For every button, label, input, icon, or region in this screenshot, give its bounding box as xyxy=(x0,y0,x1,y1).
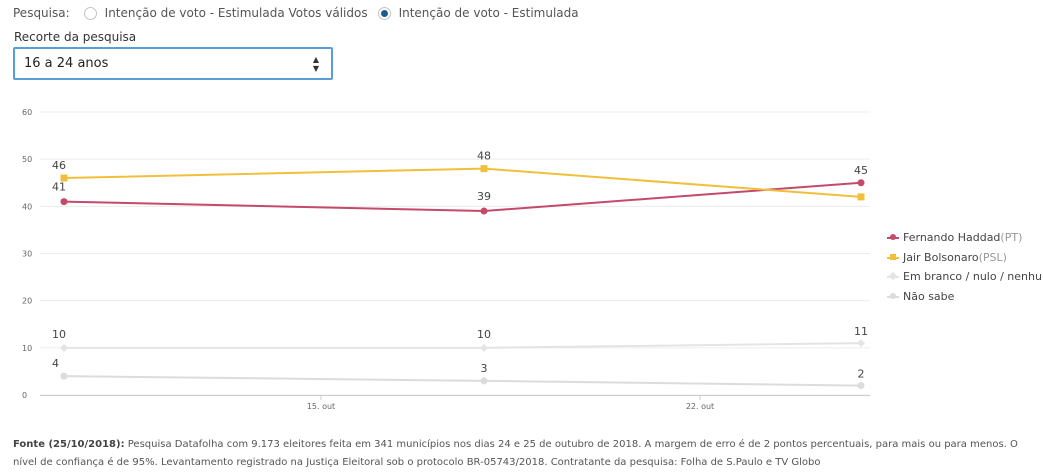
data-label: 46 xyxy=(52,159,66,172)
chart-legend: Fernando Haddad (PT) Jair Bolsonaro (PSL)… xyxy=(887,228,1043,306)
recorte-label: Recorte da pesquisa xyxy=(14,30,137,44)
legend-label: Em branco / nulo / nenhum xyxy=(903,270,1043,284)
y-tick-label: 60 xyxy=(22,108,32,117)
legend-label: Fernando Haddad xyxy=(903,231,1001,245)
footer-text: Pesquisa Datafolha com 9.173 eleitores f… xyxy=(13,439,1018,468)
select-arrows-icon: ▲ ▼ xyxy=(312,55,319,73)
legend-party: (PSL) xyxy=(978,250,1007,264)
line-chart: 0 10 20 30 40 50 60 15. out 22. out 41 39 45 46 48 10 1… xyxy=(22,108,870,411)
legend-party: (PT) xyxy=(1000,231,1023,245)
legend-item[interactable]: Jair Bolsonaro (PSL) xyxy=(887,248,1043,268)
legend-label: Não sabe xyxy=(903,289,955,303)
data-point xyxy=(60,343,68,352)
data-point xyxy=(480,343,488,352)
legend-item[interactable]: Em branco / nulo / nenhum xyxy=(887,267,1043,287)
x-tick-label: 15. out xyxy=(307,402,335,411)
legend-item[interactable]: Não sabe xyxy=(887,287,1043,307)
data-point xyxy=(60,198,68,206)
radio-votos-validos[interactable]: Intenção de voto - Estimulada Votos váli… xyxy=(83,6,368,20)
y-tick-label: 0 xyxy=(22,391,27,400)
data-point xyxy=(480,207,488,215)
data-label: 45 xyxy=(854,164,868,177)
data-point xyxy=(857,339,865,348)
legend-swatch-icon xyxy=(887,253,899,262)
data-point xyxy=(480,377,488,385)
series-line xyxy=(63,375,862,387)
legend-swatch-icon xyxy=(887,233,899,242)
data-point xyxy=(60,174,68,182)
recorte-select[interactable]: 16 a 24 anos ▲ ▼ xyxy=(13,47,333,80)
footer-source: Fonte (25/10/2018): Pesquisa Datafolha c… xyxy=(13,436,1038,472)
data-label: 10 xyxy=(52,328,66,341)
radio-estimulada[interactable]: Intenção de voto - Estimulada xyxy=(377,6,579,20)
legend-swatch-icon xyxy=(887,292,899,301)
y-tick-label: 40 xyxy=(22,202,32,211)
data-point xyxy=(480,165,488,173)
data-label: 39 xyxy=(477,190,491,203)
data-label: 4 xyxy=(52,357,59,370)
radio-votos-validos-label: Intenção de voto - Estimulada Votos váli… xyxy=(104,6,368,20)
data-point xyxy=(857,179,865,187)
legend-label: Jair Bolsonaro xyxy=(903,250,979,264)
radio-unchecked-icon xyxy=(83,6,97,20)
data-point xyxy=(857,382,865,390)
recorte-select-value: 16 a 24 anos xyxy=(24,56,109,71)
data-label: 3 xyxy=(481,362,488,375)
data-label: 41 xyxy=(52,181,66,194)
data-label: 48 xyxy=(477,150,491,163)
data-point xyxy=(857,193,865,201)
data-label: 2 xyxy=(858,368,865,381)
legend-swatch-icon xyxy=(887,272,899,281)
data-point xyxy=(60,372,68,380)
survey-filter: Pesquisa: Intenção de voto - Estimulada … xyxy=(13,4,589,22)
series-line xyxy=(64,342,862,349)
y-tick-label: 50 xyxy=(22,155,32,164)
survey-filter-label: Pesquisa: xyxy=(13,6,70,20)
y-tick-label: 30 xyxy=(22,250,32,259)
data-label: 10 xyxy=(477,328,491,341)
footer-fonte-label: Fonte (25/10/2018): xyxy=(13,439,125,450)
data-label: 11 xyxy=(854,325,868,338)
radio-estimulada-label: Intenção de voto - Estimulada xyxy=(398,6,579,20)
x-tick-label: 22. out xyxy=(686,402,714,411)
radio-checked-icon xyxy=(377,6,391,20)
y-tick-label: 10 xyxy=(22,344,32,353)
y-tick-label: 20 xyxy=(22,297,32,306)
legend-item[interactable]: Fernando Haddad (PT) xyxy=(887,228,1043,248)
